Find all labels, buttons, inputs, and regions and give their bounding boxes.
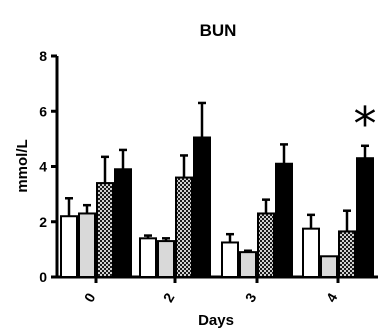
bar	[114, 168, 132, 278]
bar	[60, 215, 78, 279]
significance-asterisk: *	[354, 97, 377, 151]
bar	[193, 136, 211, 278]
y-tick-label: 6	[39, 103, 47, 119]
x-axis-label: Days	[198, 312, 234, 329]
bar	[338, 230, 356, 278]
y-tick-label: 8	[39, 48, 47, 64]
chart-title: BUN	[200, 21, 237, 40]
bar	[175, 176, 193, 278]
bar	[96, 182, 114, 278]
bar	[239, 251, 257, 278]
x-tick-label: 3	[242, 290, 260, 305]
bar	[275, 162, 293, 278]
x-tick-label: 4	[323, 290, 341, 305]
bar	[320, 255, 338, 278]
bar	[221, 241, 239, 278]
x-tick-label: 2	[160, 290, 178, 305]
bar	[157, 240, 175, 278]
y-tick-label: 2	[39, 214, 47, 230]
bar	[356, 157, 374, 278]
y-tick-label: 4	[39, 159, 47, 175]
bar	[302, 227, 320, 278]
y-axis-label: mmol/L	[14, 139, 31, 192]
x-tick-label: 0	[81, 290, 99, 305]
bar	[139, 237, 157, 278]
y-tick-label: 0	[39, 269, 47, 285]
bar	[78, 212, 96, 278]
bar	[257, 212, 275, 278]
